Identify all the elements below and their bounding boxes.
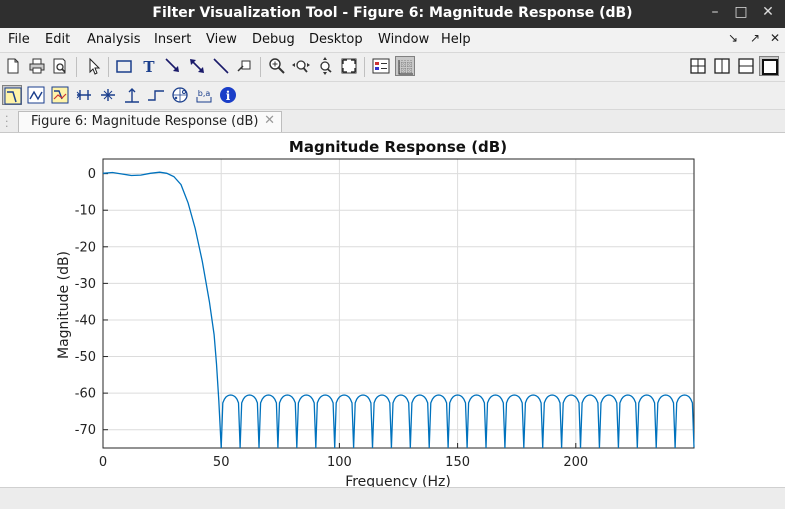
plot-axes-box	[102, 158, 695, 449]
window-titlebar[interactable]: Filter Visualization Tool - Figure 6: Ma…	[0, 0, 785, 28]
single-layout-icon[interactable]	[759, 56, 779, 76]
status-bar	[0, 488, 785, 509]
tab-figure-6[interactable]: Figure 6: Magnitude Response (dB) ✕	[18, 111, 282, 132]
print-icon[interactable]	[27, 56, 47, 76]
toolbar-separator	[108, 57, 109, 77]
menu-view[interactable]: View	[206, 32, 237, 47]
grid-icon[interactable]	[395, 56, 415, 76]
figure-toolbar: T	[0, 53, 785, 82]
undock-icon[interactable]: ↗	[749, 31, 761, 45]
pin-icon[interactable]	[235, 56, 255, 76]
menu-file[interactable]: File	[8, 32, 30, 47]
close-button[interactable]: ✕	[762, 4, 774, 20]
zoom-y-icon[interactable]	[315, 56, 335, 76]
tab-label: Figure 6: Magnitude Response (dB)	[31, 114, 259, 129]
new-file-icon[interactable]	[3, 56, 23, 76]
magnitude-response-icon[interactable]	[2, 85, 22, 105]
magnitude-response-chart: 0 50 100 150 200 0 -10 -20 -30 -40 -50 -60 -70 Magni…	[56, 138, 695, 487]
minimize-button[interactable]: –	[711, 4, 719, 20]
x-axis-label: Frequency (Hz)	[345, 474, 451, 487]
pointer-icon[interactable]	[84, 56, 104, 76]
text-icon[interactable]: T	[139, 56, 159, 76]
line-icon[interactable]	[211, 56, 231, 76]
impulse-response-icon[interactable]	[122, 85, 142, 105]
menu-analysis[interactable]: Analysis	[87, 32, 141, 47]
svg-text:T: T	[143, 58, 155, 76]
zoom-in-icon[interactable]	[267, 56, 287, 76]
maximize-button[interactable]: □	[734, 4, 748, 20]
svg-text:i: i	[226, 89, 231, 103]
rectangle-icon[interactable]	[114, 56, 134, 76]
y-tick-label: -70	[75, 423, 96, 438]
x-tick-label: 150	[445, 455, 470, 470]
menubar: File Edit Analysis Insert View Debug Des…	[0, 28, 785, 53]
coefficients-icon[interactable]: b,a	[194, 85, 214, 105]
chart-title: Magnitude Response (dB)	[289, 138, 507, 156]
close-figure-icon[interactable]: ✕	[769, 31, 781, 45]
step-response-icon[interactable]	[146, 85, 166, 105]
x-tick-label: 200	[563, 455, 588, 470]
menu-debug[interactable]: Debug	[252, 32, 295, 47]
drag-grip-icon[interactable]: · · ·	[5, 110, 9, 133]
arrow-icon[interactable]	[163, 56, 183, 76]
y-tick-label: -30	[75, 277, 96, 292]
toolbar-separator	[260, 57, 261, 77]
y-tick-label: -20	[75, 240, 96, 255]
menu-window[interactable]: Window	[378, 32, 430, 47]
tile-horizontal-icon[interactable]	[736, 56, 756, 76]
toolbar-separator	[76, 57, 77, 77]
x-tick-label: 0	[99, 455, 107, 470]
figure-area: 0 50 100 150 200 0 -10 -20 -30 -40 -50 -60 -70 Magni…	[0, 133, 785, 488]
zoom-x-icon[interactable]	[291, 56, 311, 76]
print-preview-icon[interactable]	[50, 56, 70, 76]
double-arrow-icon[interactable]	[187, 56, 207, 76]
y-tick-label: -50	[75, 350, 96, 365]
phase-delay-icon[interactable]	[98, 85, 118, 105]
menu-help[interactable]: Help	[441, 32, 471, 47]
pole-zero-icon[interactable]	[170, 85, 190, 105]
y-axis-label: Magnitude (dB)	[56, 251, 72, 359]
magnitude-phase-icon[interactable]	[50, 85, 70, 105]
figure-tab-bar: · · · Figure 6: Magnitude Response (dB) ✕	[0, 110, 785, 133]
x-tick-label: 100	[327, 455, 352, 470]
analysis-toolbar: b,a i	[0, 82, 785, 110]
phase-response-icon[interactable]	[26, 85, 46, 105]
legend-icon[interactable]	[371, 56, 391, 76]
svg-text:b,a: b,a	[198, 89, 211, 98]
y-tick-label: 0	[88, 167, 96, 182]
y-tick-label: -60	[75, 387, 96, 402]
filter-info-icon[interactable]: i	[218, 85, 238, 105]
tab-close-icon[interactable]: ✕	[264, 113, 275, 128]
tile-vertical-icon[interactable]	[712, 56, 732, 76]
x-tick-label: 50	[213, 455, 230, 470]
y-tick-label: -40	[75, 313, 96, 328]
menu-insert[interactable]: Insert	[154, 32, 192, 47]
toolbar-separator	[364, 57, 365, 77]
tile-2x2-icon[interactable]	[688, 56, 708, 76]
dock-icon[interactable]: ↘	[727, 31, 739, 45]
menu-desktop[interactable]: Desktop	[309, 32, 363, 47]
group-delay-icon[interactable]	[74, 85, 94, 105]
menu-edit[interactable]: Edit	[45, 32, 71, 47]
full-view-icon[interactable]	[339, 56, 359, 76]
y-tick-label: -10	[75, 204, 96, 219]
magnitude-series-line	[102, 171, 695, 449]
window-title: Filter Visualization Tool - Figure 6: Ma…	[152, 5, 633, 21]
